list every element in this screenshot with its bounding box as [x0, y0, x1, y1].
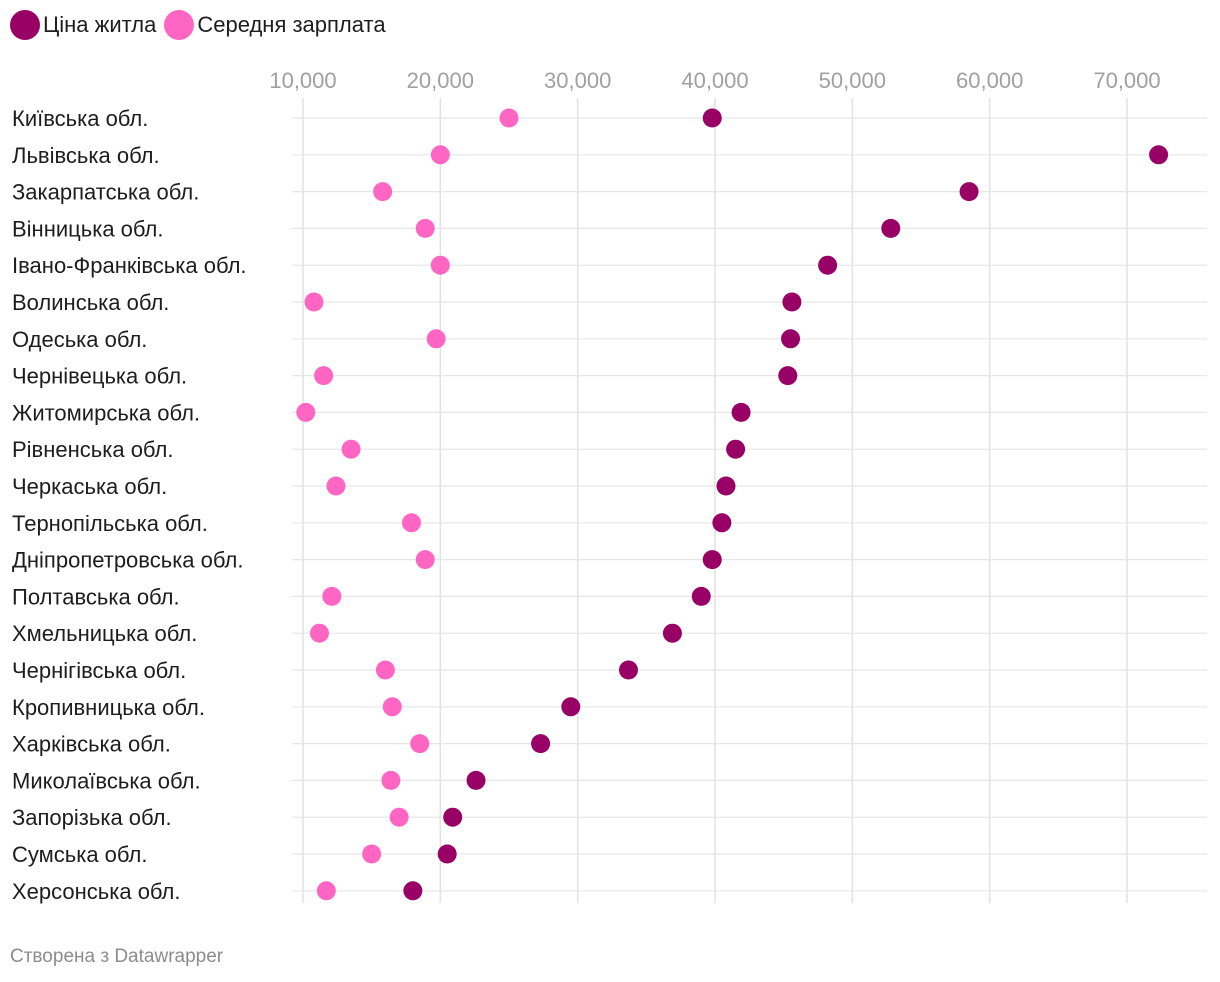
- housing-price-point: [778, 366, 798, 386]
- category-label: Миколаївська обл.: [12, 768, 201, 793]
- x-tick-label: 70,000: [1093, 68, 1160, 93]
- category-label: Полтавська обл.: [12, 584, 180, 609]
- legend-item-housing-price: Ціна житла: [10, 10, 156, 40]
- housing-price-point: [561, 697, 581, 717]
- category-label: Одеська обл.: [12, 327, 147, 352]
- housing-price-point: [712, 513, 732, 533]
- average-salary-point: [401, 513, 421, 533]
- housing-price-point: [662, 623, 682, 643]
- average-salary-point: [309, 623, 329, 643]
- housing-price-point: [691, 586, 711, 606]
- dot-plot-chart: 10,000 20,000 30,000 40,000 50,000 60,000 70,0…: [12, 68, 1207, 904]
- average-salary-point: [304, 292, 324, 312]
- x-tick-label: 30,000: [544, 68, 611, 93]
- housing-price-point: [702, 550, 722, 570]
- average-salary-point: [389, 807, 409, 827]
- category-label: Київська обл.: [12, 106, 148, 131]
- x-tick-label: 10,000: [269, 68, 336, 93]
- category-label: Закарпатська обл.: [12, 180, 199, 205]
- housing-price-point: [1149, 145, 1169, 165]
- housing-price-point: [781, 329, 801, 349]
- average-salary-point: [382, 697, 402, 717]
- chart-legend: Ціна житла Середня зарплата: [10, 10, 394, 40]
- category-label: Дніпропетровська обл.: [12, 548, 243, 573]
- average-salary-point: [296, 402, 316, 422]
- average-salary-point: [426, 329, 446, 349]
- category-label: Житомирська обл.: [12, 400, 200, 425]
- housing-price-point: [818, 255, 838, 275]
- housing-price-point: [466, 770, 486, 790]
- housing-price-point: [702, 108, 722, 128]
- average-salary-point: [410, 734, 430, 754]
- average-salary-point: [375, 660, 395, 680]
- housing-price-point: [403, 881, 423, 901]
- legend-label-housing-price: Ціна житла: [43, 12, 157, 37]
- category-label: Волинська обл.: [12, 290, 169, 315]
- housing-price-point: [782, 292, 802, 312]
- category-label: Черкаська обл.: [12, 474, 167, 499]
- average-salary-point: [316, 881, 336, 901]
- legend-item-average-salary: Середня зарплата: [164, 10, 386, 40]
- x-tick-label: 50,000: [819, 68, 886, 93]
- average-salary-point: [373, 182, 393, 202]
- housing-price-point: [437, 844, 457, 864]
- average-salary-point: [341, 439, 361, 459]
- category-label: Хмельницька обл.: [12, 621, 197, 646]
- category-label: Чернівецька обл.: [12, 364, 187, 389]
- average-salary-point: [326, 476, 346, 496]
- category-label: Сумська обл.: [12, 842, 147, 867]
- housing-price-point: [726, 439, 746, 459]
- average-salary-point: [430, 255, 450, 275]
- housing-price-point: [443, 807, 463, 827]
- housing-price-point: [959, 182, 979, 202]
- datawrapper-credit: Створена з Datawrapper: [10, 946, 224, 967]
- category-label: Чернігівська обл.: [12, 658, 186, 683]
- average-salary-point: [322, 586, 342, 606]
- housing-price-point: [881, 218, 901, 238]
- category-label: Вінницька обл.: [12, 216, 163, 241]
- average-salary-point: [430, 145, 450, 165]
- x-tick-label: 60,000: [956, 68, 1023, 93]
- average-salary-point: [499, 108, 519, 128]
- category-label: Тернопільська обл.: [12, 511, 208, 536]
- category-label: Харківська обл.: [12, 732, 171, 757]
- x-tick-label: 40,000: [681, 68, 748, 93]
- housing-price-point: [618, 660, 638, 680]
- legend-label-average-salary: Середня зарплата: [197, 12, 386, 37]
- average-salary-point: [381, 770, 401, 790]
- housing-price-point: [716, 476, 736, 496]
- category-label: Херсонська обл.: [12, 879, 181, 904]
- category-label: Львівська обл.: [12, 143, 160, 168]
- average-salary-point: [314, 366, 334, 386]
- legend-marker-average-salary: [164, 10, 195, 40]
- housing-price-point: [731, 402, 751, 422]
- average-salary-point: [362, 844, 382, 864]
- average-salary-point: [415, 218, 435, 238]
- housing-price-point: [531, 734, 551, 754]
- category-label: Кропивницька обл.: [12, 695, 205, 720]
- category-label: Запорізька обл.: [12, 805, 172, 830]
- legend-marker-housing-price: [10, 10, 40, 40]
- x-tick-label: 20,000: [407, 68, 474, 93]
- average-salary-point: [415, 550, 435, 570]
- category-label: Івано-Франківська обл.: [12, 253, 247, 278]
- category-label: Рівненська обл.: [12, 437, 174, 462]
